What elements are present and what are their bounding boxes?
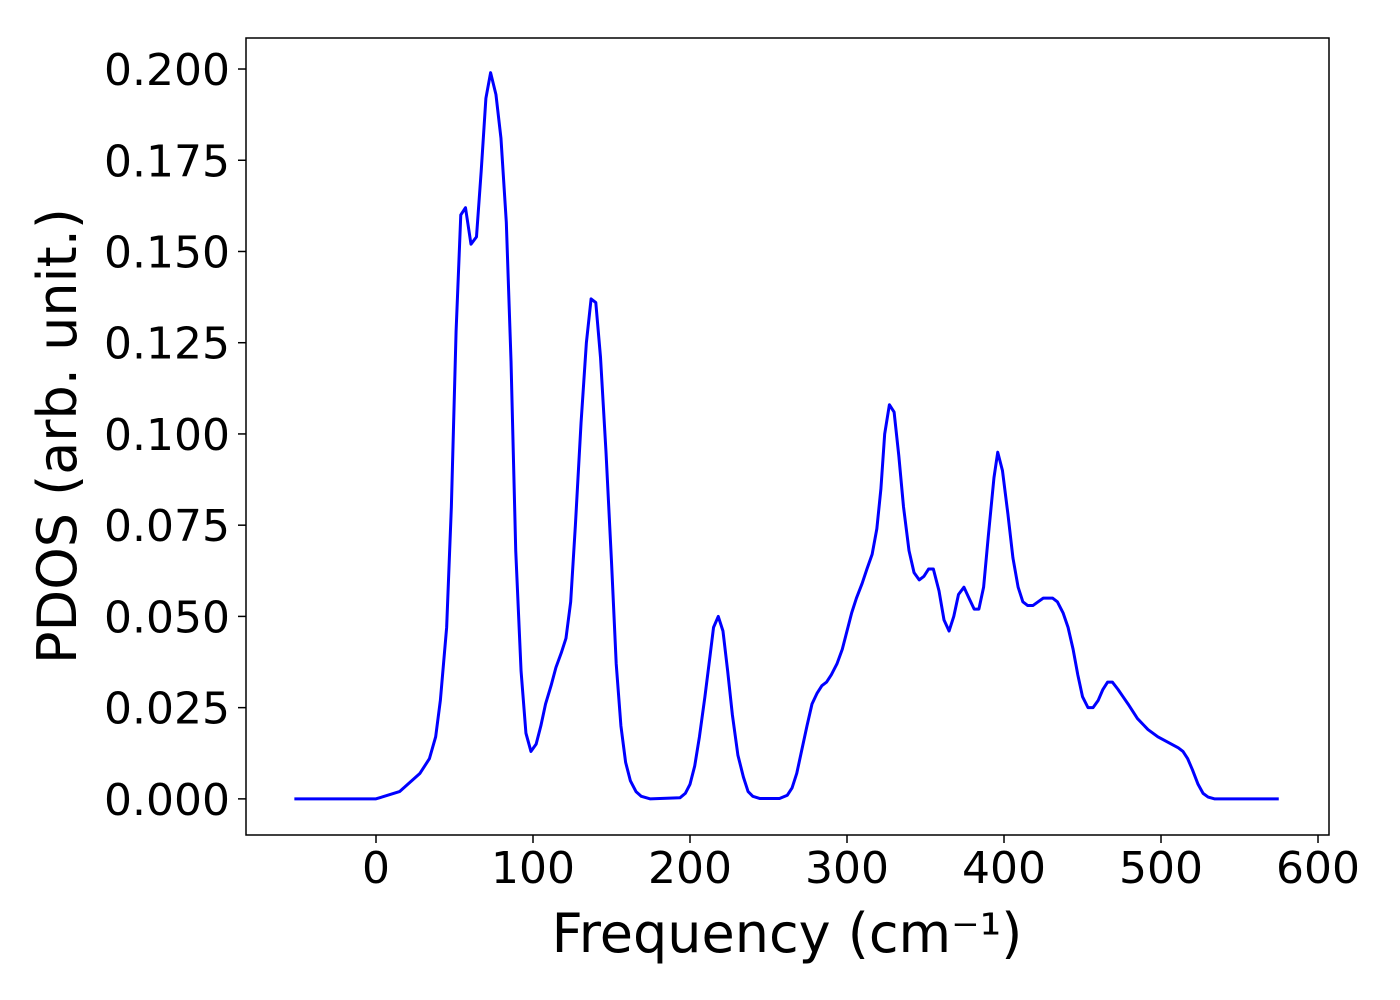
data-line — [294, 71, 1279, 801]
y-tick-label: 0.200 — [104, 45, 230, 96]
y-tick-label: 0.150 — [104, 227, 230, 278]
y-tick-label: 0.100 — [104, 410, 230, 461]
y-tick-label: 0.025 — [104, 684, 230, 735]
y-tick-label: 0.050 — [104, 592, 230, 643]
y-tick-label: 0.000 — [104, 775, 230, 826]
x-tick-label: 0 — [362, 843, 390, 894]
x-tick-label: 100 — [491, 843, 575, 894]
y-axis-label: PDOS (arb. unit.) — [26, 208, 89, 664]
x-tick-label: 500 — [1119, 843, 1203, 894]
x-tick-label: 300 — [805, 843, 889, 894]
y-tick-label: 0.075 — [104, 501, 230, 552]
y-tick-label: 0.175 — [104, 136, 230, 187]
x-tick-label: 600 — [1276, 843, 1360, 894]
x-tick-label: 200 — [648, 843, 732, 894]
plot-frame — [245, 37, 1330, 836]
x-tick-label: 400 — [962, 843, 1046, 894]
x-axis-label: Frequency (cm⁻¹) — [552, 902, 1023, 965]
y-tick-label: 0.125 — [104, 319, 230, 370]
